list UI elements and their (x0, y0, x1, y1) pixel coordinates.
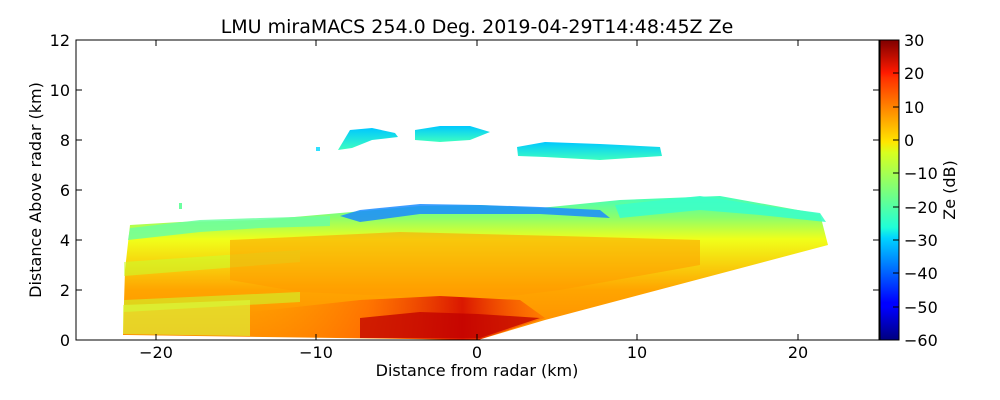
layer-top-edge-right (615, 196, 826, 222)
colorbar-tick-label: −40 (904, 264, 938, 283)
colorbar-tick-label: −60 (904, 331, 938, 350)
colorbar-tick-label: −50 (904, 298, 938, 317)
x-tick-label: −10 (299, 343, 333, 362)
upper-speck (316, 147, 320, 151)
colorbar-gradient (879, 39, 900, 341)
colorbar-tick-label: 10 (904, 98, 924, 117)
chart-title: LMU miraMACS 254.0 Deg. 2019-04-29T14:48… (221, 16, 734, 38)
y-axis-label: Distance Above radar (km) (26, 82, 45, 298)
radar-reflectivity-field (123, 126, 828, 340)
x-tick-label: 10 (627, 343, 647, 362)
y-axis: 0 2 4 6 8 10 12 Distance Above radar (km… (26, 31, 879, 350)
y-tick-label: 4 (60, 231, 70, 250)
x-axis-label: Distance from radar (km) (376, 361, 579, 380)
x-axis: −20 −10 0 10 20 Distance from radar (km) (139, 40, 808, 380)
x-tick-label: −20 (139, 343, 173, 362)
colorbar-label: Ze (dB) (940, 160, 959, 220)
y-tick-label: 0 (60, 331, 70, 350)
upper-cloud-right (517, 142, 662, 160)
x-tick-label: 20 (788, 343, 808, 362)
x-tick-label: 0 (472, 343, 482, 362)
left-base (123, 300, 250, 336)
layer-top-edge (340, 204, 610, 222)
y-tick-label: 2 (60, 281, 70, 300)
layer-top-edge-left (128, 216, 330, 240)
upper-cloud-left (338, 128, 398, 150)
y-tick-label: 6 (60, 181, 70, 200)
colorbar-tick-label: 20 (904, 64, 924, 83)
upper-speck-2 (179, 203, 182, 209)
y-tick-label: 12 (50, 31, 70, 50)
colorbar-tick-label: −10 (904, 164, 938, 183)
colorbar-tick-label: −30 (904, 231, 938, 250)
orange-band (230, 232, 700, 300)
colorbar-tick-label: 30 (904, 31, 924, 50)
colorbar-tick-label: −20 (904, 198, 938, 217)
colorbar-tick-label: 0 (904, 131, 914, 150)
upper-cloud-center (415, 126, 490, 142)
colorbar: 30 20 10 0 −10 −20 −30 −40 −50 −60 Ze (d… (879, 31, 959, 350)
y-tick-label: 10 (50, 81, 70, 100)
y-tick-label: 8 (60, 131, 70, 150)
red-core-center (360, 312, 540, 338)
